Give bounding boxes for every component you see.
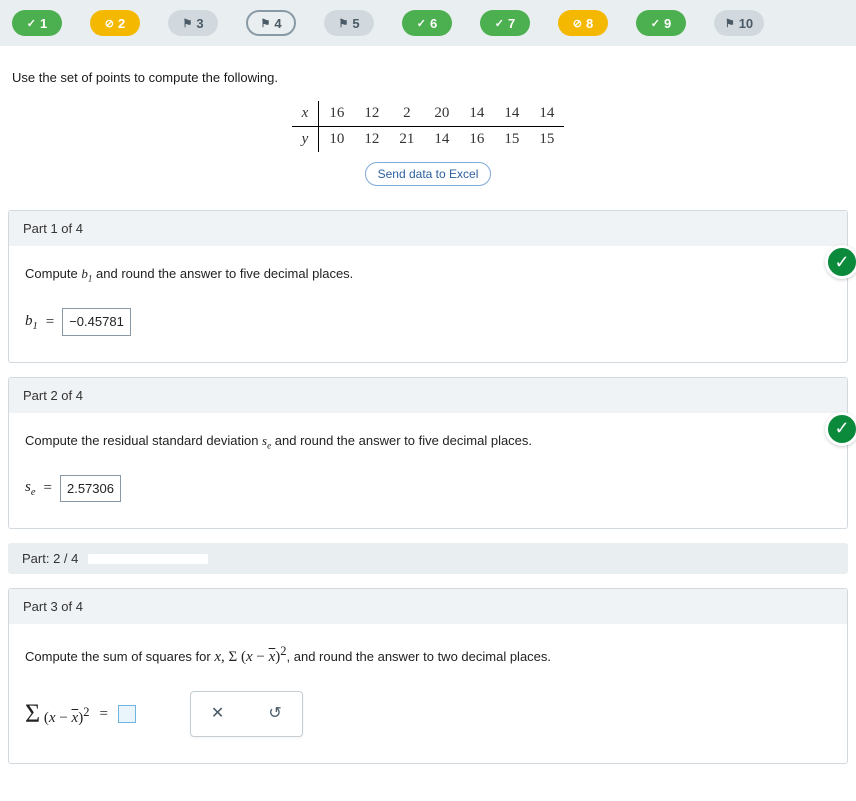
part-1-answer: b1 = −0.45781 — [25, 308, 831, 336]
step-7[interactable]: ✓7 — [480, 10, 530, 36]
progress-track — [88, 554, 208, 564]
step-1[interactable]: ✓1 — [12, 10, 62, 36]
part-1-card: Part 1 of 4 ✓ Compute b1 and round the a… — [8, 210, 848, 363]
flag-icon: ⚑ — [260, 17, 270, 30]
check-icon: ✓ — [651, 17, 660, 30]
part-3-answer: Σ (x − x)2 = ✕ ↺ — [25, 691, 831, 737]
check-icon: ✓ — [27, 17, 36, 30]
part-3-title: Part 3 of 4 — [9, 589, 847, 624]
se-input[interactable]: 2.57306 — [60, 475, 121, 503]
part-2-prompt: Compute the residual standard deviation … — [25, 431, 831, 453]
part-progress-label: Part: 2 / 4 — [22, 551, 78, 566]
step-3[interactable]: ⚑3 — [168, 10, 218, 36]
flag-icon: ⚑ — [725, 17, 735, 30]
ssx-input[interactable] — [118, 705, 136, 723]
part-3-card: Part 3 of 4 Compute the sum of squares f… — [8, 588, 848, 764]
table-row: y 10 12 21 14 16 15 15 — [292, 127, 565, 153]
step-6[interactable]: ✓6 — [402, 10, 452, 36]
correct-badge: ✓ — [825, 245, 856, 279]
step-5[interactable]: ⚑5 — [324, 10, 374, 36]
undo-icon[interactable]: ↺ — [268, 702, 281, 726]
step-9[interactable]: ✓9 — [636, 10, 686, 36]
step-2[interactable]: ⊘2 — [90, 10, 140, 36]
answer-toolbar: ✕ ↺ — [190, 691, 303, 737]
question-steps: ✓1 ⊘2 ⚑3 ⚑4 ⚑5 ✓6 ✓7 ⊘8 ✓9 ⚑10 — [0, 0, 856, 46]
step-10[interactable]: ⚑10 — [714, 10, 764, 36]
slash-icon: ⊘ — [105, 17, 114, 30]
slash-icon: ⊘ — [573, 17, 582, 30]
check-icon: ✓ — [834, 418, 849, 439]
part-progress-bar: Part: 2 / 4 — [8, 543, 848, 574]
correct-badge: ✓ — [825, 412, 856, 446]
step-8[interactable]: ⊘8 — [558, 10, 608, 36]
b1-input[interactable]: −0.45781 — [62, 308, 131, 336]
data-table: x 16 12 2 20 14 14 14 y 10 12 21 14 16 1… — [292, 101, 565, 152]
flag-icon: ⚑ — [182, 17, 192, 30]
clear-icon[interactable]: ✕ — [211, 702, 224, 726]
check-icon: ✓ — [417, 17, 426, 30]
check-icon: ✓ — [834, 252, 849, 273]
part-2-title: Part 2 of 4 — [9, 378, 847, 413]
step-4[interactable]: ⚑4 — [246, 10, 296, 36]
part-1-title: Part 1 of 4 — [9, 211, 847, 246]
flag-icon: ⚑ — [338, 17, 348, 30]
part-2-card: Part 2 of 4 ✓ Compute the residual stand… — [8, 377, 848, 530]
check-icon: ✓ — [495, 17, 504, 30]
part-2-answer: se = 2.57306 — [25, 475, 831, 503]
row-label-x: x — [292, 101, 319, 127]
part-1-prompt: Compute b1 and round the answer to five … — [25, 264, 831, 286]
data-area: x 16 12 2 20 14 14 14 y 10 12 21 14 16 1… — [0, 89, 856, 196]
row-label-y: y — [292, 127, 319, 153]
intro-text: Use the set of points to compute the fol… — [0, 46, 856, 89]
part-3-prompt: Compute the sum of squares for x, Σ (x −… — [25, 642, 831, 669]
table-row: x 16 12 2 20 14 14 14 — [292, 101, 565, 127]
send-to-excel-button[interactable]: Send data to Excel — [365, 162, 492, 186]
